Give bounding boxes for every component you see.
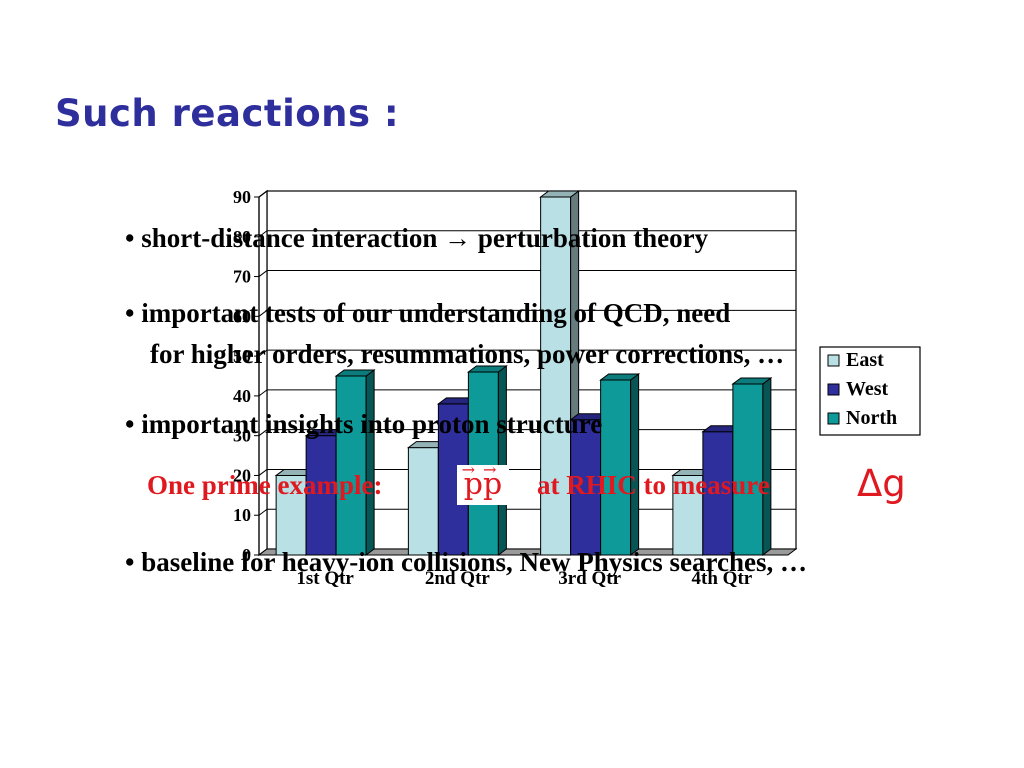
bar-top bbox=[599, 373, 641, 381]
y-tick-label: 30 bbox=[233, 426, 251, 446]
y-tick-label: 80 bbox=[233, 227, 251, 247]
bullet-qcd-tests-continued: for higher orders, resummations, power c… bbox=[150, 339, 785, 369]
bar-front bbox=[732, 383, 764, 556]
bar-side bbox=[762, 376, 772, 556]
x-tick-label: 2nd Qtr bbox=[425, 568, 490, 589]
example-suffix: at RHIC to measure bbox=[537, 470, 770, 500]
bar-front bbox=[600, 379, 632, 556]
legend-swatch bbox=[827, 354, 840, 367]
gridline-side bbox=[258, 309, 268, 317]
bar-side bbox=[365, 369, 375, 556]
gridline-side bbox=[258, 508, 268, 516]
gridline-side bbox=[258, 349, 268, 357]
y-tick-label: 60 bbox=[233, 306, 251, 326]
bar-north-3 bbox=[599, 372, 641, 556]
x-axis-ticks: 1st Qtr 2nd Qtr 3rd Qtr 4th Qtr bbox=[296, 568, 752, 589]
y-tick-label: 50 bbox=[233, 346, 251, 366]
x-tick-label: 1st Qtr bbox=[296, 568, 354, 589]
bullet-baseline: • baseline for heavy-ion collisions, New… bbox=[125, 547, 807, 577]
bar-front bbox=[540, 196, 572, 556]
bar-top bbox=[731, 377, 773, 385]
bar-front bbox=[570, 419, 602, 556]
delta-g-symbol: Δg bbox=[857, 462, 906, 505]
bar-side bbox=[630, 372, 640, 556]
example-prefix: One prime example: bbox=[147, 470, 383, 500]
bar-top bbox=[539, 190, 581, 198]
x-tick-label: 4th Qtr bbox=[692, 568, 753, 589]
gridline-side bbox=[258, 230, 268, 238]
y-tick-label: 10 bbox=[233, 505, 251, 525]
y-tick-label: 20 bbox=[233, 465, 251, 485]
y-axis-ticks: 0 10 20 30 40 50 60 70 80 90 bbox=[233, 187, 260, 565]
bar-north-2 bbox=[466, 365, 508, 556]
y-tick-label: 70 bbox=[233, 267, 251, 287]
slide-title: Such reactions : bbox=[55, 92, 400, 135]
y-tick-label: 40 bbox=[233, 386, 251, 406]
bullet-short-distance: • short-distance interaction → perturbat… bbox=[125, 223, 709, 253]
bar-north-4 bbox=[731, 376, 773, 556]
bar-front bbox=[407, 447, 439, 556]
bar-front bbox=[305, 435, 337, 556]
legend-label: West bbox=[846, 378, 889, 400]
bar-north-1 bbox=[334, 369, 376, 556]
bar-front bbox=[335, 375, 367, 556]
bar-chart: 0 10 20 30 40 50 60 70 80 90 1st Qtr 2nd Qtr 3rd Qt… bbox=[233, 187, 921, 589]
gridline-side bbox=[258, 469, 268, 476]
polarization-arrows: →→ bbox=[461, 460, 505, 479]
bar-top bbox=[466, 365, 508, 373]
legend-label: North bbox=[846, 407, 897, 429]
bullet-proton-structure: • important insights into proton structu… bbox=[125, 409, 603, 439]
y-tick-label: 0 bbox=[242, 545, 251, 565]
bar-top bbox=[334, 369, 376, 377]
y-tick-label: 90 bbox=[233, 187, 251, 207]
pp-letters: pp bbox=[463, 467, 503, 502]
legend-swatch bbox=[827, 412, 840, 425]
bullet-qcd-tests: • important tests of our understanding o… bbox=[125, 298, 731, 328]
bar-front bbox=[467, 371, 499, 556]
legend-label: East bbox=[846, 349, 884, 371]
gridline-side bbox=[258, 190, 268, 198]
bar-east-3 bbox=[539, 190, 581, 556]
bar-front bbox=[672, 474, 704, 556]
gridline-side bbox=[258, 389, 268, 397]
gridline-side bbox=[258, 429, 268, 437]
legend-swatch bbox=[827, 383, 840, 396]
bars bbox=[274, 190, 773, 556]
x-tick-label: 3rd Qtr bbox=[558, 568, 621, 589]
gridline-side bbox=[258, 270, 268, 277]
legend: East West North bbox=[819, 346, 921, 436]
pp-symbol: →→ pp bbox=[457, 460, 509, 505]
